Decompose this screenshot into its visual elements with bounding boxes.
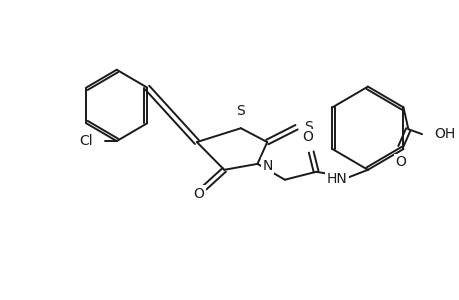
Text: HN: HN (326, 172, 347, 186)
Text: S: S (304, 120, 313, 134)
Text: S: S (236, 104, 245, 118)
Text: N: N (262, 159, 272, 173)
Text: O: O (301, 130, 312, 144)
Text: OH: OH (433, 127, 454, 141)
Text: O: O (193, 187, 204, 201)
Text: Cl: Cl (79, 134, 93, 148)
Text: O: O (394, 155, 405, 169)
